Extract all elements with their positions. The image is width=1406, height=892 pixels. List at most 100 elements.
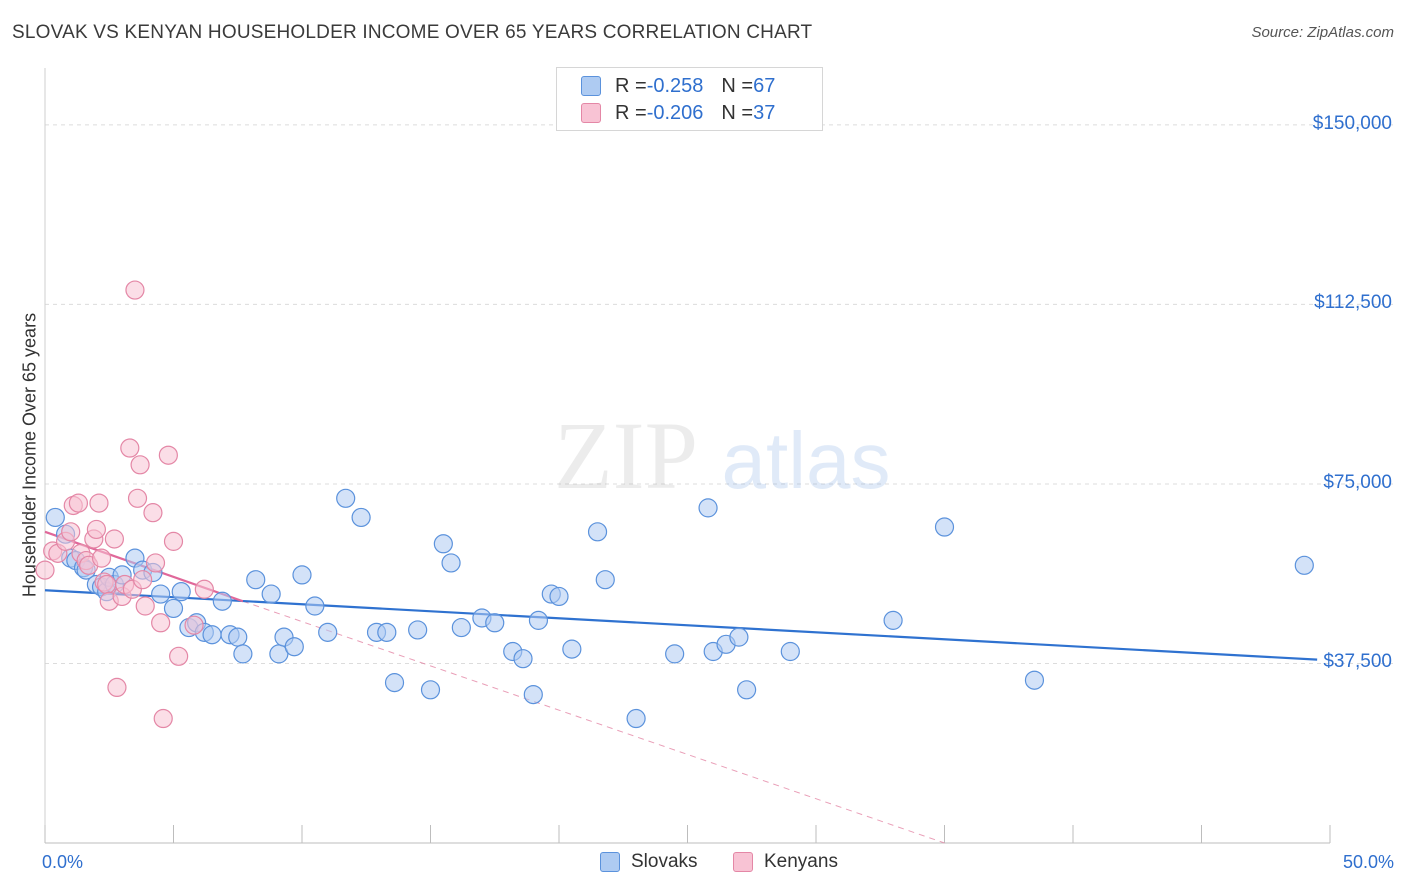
slovak-point-64 bbox=[934, 517, 955, 537]
slovak-point-31 bbox=[292, 565, 312, 585]
y-tick-label-2: $112,500 bbox=[1314, 292, 1392, 314]
kenyan-point-17 bbox=[104, 529, 124, 549]
slovak-point-35 bbox=[351, 507, 371, 528]
kenyan-point-24 bbox=[127, 488, 148, 508]
x-tick-label-max: 50.0% bbox=[1342, 852, 1394, 872]
kenyan-point-21 bbox=[120, 438, 140, 458]
slovak-point-38 bbox=[384, 673, 405, 693]
slovak-point-57 bbox=[698, 498, 718, 518]
kenyan-point-30 bbox=[151, 613, 171, 633]
kenyan-point-23 bbox=[125, 280, 145, 300]
slovak-point-27 bbox=[261, 584, 281, 604]
n-value-slovaks: 67 bbox=[753, 74, 776, 97]
slovak-point-24 bbox=[228, 627, 248, 647]
kenyan-point-4 bbox=[61, 522, 81, 542]
slovaks-legend-swatch bbox=[600, 852, 620, 872]
n-label: N = bbox=[721, 101, 754, 124]
slovak-point-25 bbox=[233, 644, 253, 664]
slovak-point-45 bbox=[485, 613, 505, 633]
trend-lines bbox=[44, 530, 1318, 844]
y-tick-label-3: $150,000 bbox=[1312, 112, 1392, 134]
slovak-point-42 bbox=[441, 553, 461, 573]
kenyan-point-11 bbox=[86, 519, 107, 540]
slovak-point-22 bbox=[212, 591, 232, 611]
slovaks-swatch bbox=[581, 76, 601, 96]
slovak-point-0 bbox=[45, 507, 65, 528]
source-label: Source: ZipAtlas.com bbox=[1251, 24, 1394, 41]
n-label: N = bbox=[721, 74, 754, 97]
slovak-point-49 bbox=[528, 610, 549, 630]
slovak-point-63 bbox=[883, 610, 903, 630]
slovak-point-51 bbox=[549, 586, 569, 607]
slovak-point-32 bbox=[305, 596, 325, 616]
watermark-atlas: atlas bbox=[722, 416, 891, 505]
slovak-point-17 bbox=[171, 582, 191, 602]
axes bbox=[44, 68, 1331, 844]
legend-item-slovaks[interactable]: Slovaks bbox=[600, 851, 698, 873]
slovak-point-60 bbox=[729, 627, 749, 647]
slovak-point-41 bbox=[433, 534, 453, 554]
slovak-point-34 bbox=[336, 488, 356, 508]
slovak-point-39 bbox=[408, 620, 428, 640]
kenyan-point-35 bbox=[184, 615, 204, 635]
x-tick-label-min: 0.0% bbox=[42, 852, 84, 872]
slovak-point-40 bbox=[420, 680, 441, 700]
slovak-point-43 bbox=[451, 617, 471, 638]
kenyan-point-32 bbox=[158, 445, 178, 465]
stats-legend: R = -0.258 N = 67 R = -0.206 N = 37 bbox=[556, 67, 823, 131]
slovak-point-26 bbox=[246, 570, 266, 590]
slovaks-trend-line bbox=[44, 589, 1318, 661]
slovak-point-47 bbox=[513, 649, 533, 669]
kenyans-swatch bbox=[581, 103, 601, 123]
slovak-point-55 bbox=[626, 708, 646, 729]
slovak-point-16 bbox=[163, 598, 184, 619]
data-points bbox=[35, 280, 1314, 729]
y-tick-label-1: $75,000 bbox=[1323, 471, 1392, 493]
kenyan-point-27 bbox=[135, 596, 155, 616]
slovak-point-66 bbox=[1294, 555, 1314, 575]
kenyan-point-15 bbox=[97, 574, 117, 595]
slovak-point-54 bbox=[595, 570, 615, 590]
kenyans-trend-extension bbox=[242, 600, 945, 844]
kenyan-point-25 bbox=[130, 455, 150, 475]
slovak-point-33 bbox=[318, 622, 338, 642]
stats-row-kenyans: R = -0.206 N = 37 bbox=[581, 100, 775, 126]
kenyan-point-34 bbox=[169, 646, 189, 666]
slovak-point-37 bbox=[377, 622, 397, 642]
kenyan-point-6 bbox=[68, 493, 89, 513]
r-value-kenyans: -0.206 bbox=[646, 101, 704, 124]
kenyan-point-28 bbox=[143, 503, 163, 523]
y-tick-label-0: $37,500 bbox=[1323, 651, 1392, 673]
slovak-point-52 bbox=[562, 639, 582, 659]
kenyans-legend-swatch bbox=[733, 852, 753, 872]
kenyan-point-13 bbox=[91, 548, 112, 568]
legend-item-kenyans[interactable]: Kenyans bbox=[733, 851, 838, 873]
kenyan-point-36 bbox=[194, 579, 214, 599]
slovak-point-61 bbox=[737, 680, 757, 700]
slovak-point-62 bbox=[780, 641, 800, 662]
watermark-zip: ZIP bbox=[554, 402, 698, 509]
kenyan-point-29 bbox=[145, 553, 166, 573]
slovak-point-56 bbox=[665, 644, 685, 664]
kenyan-point-26 bbox=[133, 570, 153, 590]
r-label: R = bbox=[615, 74, 647, 97]
r-value-slovaks: -0.258 bbox=[646, 74, 704, 97]
kenyan-point-18 bbox=[107, 677, 127, 698]
r-label: R = bbox=[615, 101, 647, 124]
legend-label-slovaks: Slovaks bbox=[631, 851, 698, 872]
slovak-point-30 bbox=[284, 637, 304, 657]
kenyan-point-31 bbox=[153, 708, 173, 729]
n-value-kenyans: 37 bbox=[753, 101, 776, 124]
slovak-point-48 bbox=[523, 684, 543, 705]
kenyan-point-33 bbox=[163, 531, 184, 551]
slovak-point-15 bbox=[151, 584, 171, 604]
kenyan-point-0 bbox=[35, 560, 55, 580]
slovak-point-65 bbox=[1024, 670, 1045, 690]
kenyan-point-12 bbox=[89, 493, 109, 513]
series-legend: Slovaks Kenyans bbox=[0, 851, 1406, 877]
stats-row-slovaks: R = -0.258 N = 67 bbox=[581, 73, 775, 99]
legend-label-kenyans: Kenyans bbox=[764, 851, 838, 872]
y-axis-label: Householder Income Over 65 years bbox=[19, 312, 40, 598]
chart-title: SLOVAK VS KENYAN HOUSEHOLDER INCOME OVER… bbox=[12, 22, 813, 43]
